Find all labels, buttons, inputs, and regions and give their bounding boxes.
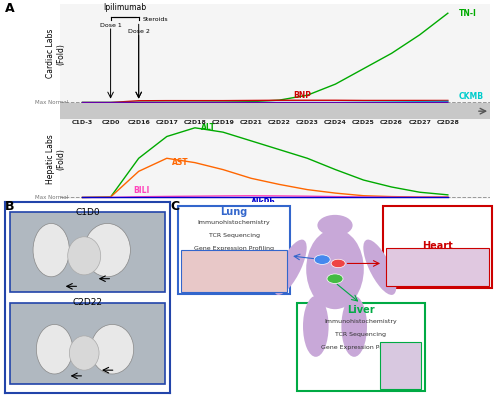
Circle shape: [327, 274, 343, 283]
Text: Immunohistochemistry: Immunohistochemistry: [198, 220, 270, 225]
FancyBboxPatch shape: [182, 250, 287, 292]
Text: Lung: Lung: [220, 207, 248, 217]
Text: Ipilimumab: Ipilimumab: [103, 3, 146, 12]
Y-axis label: Cardiac Labs
(Fold): Cardiac Labs (Fold): [46, 29, 66, 78]
Ellipse shape: [303, 296, 328, 357]
FancyBboxPatch shape: [178, 206, 290, 294]
Ellipse shape: [274, 240, 306, 295]
Text: TN-I: TN-I: [459, 9, 477, 18]
Text: Max Normal: Max Normal: [35, 195, 68, 200]
Text: B: B: [5, 200, 15, 214]
Text: CK: CK: [459, 102, 470, 112]
Text: Dose 1: Dose 1: [100, 23, 122, 28]
Ellipse shape: [342, 296, 367, 357]
Text: AlkPh: AlkPh: [251, 198, 276, 207]
FancyBboxPatch shape: [10, 303, 165, 384]
Ellipse shape: [84, 224, 130, 277]
Text: Immunohistochemistry: Immunohistochemistry: [324, 319, 397, 324]
Text: C1D0: C1D0: [75, 208, 100, 217]
Text: Heart: Heart: [422, 241, 453, 251]
Text: CKMB: CKMB: [459, 92, 484, 101]
Circle shape: [68, 237, 100, 275]
Text: TCR Sequencing: TCR Sequencing: [412, 265, 463, 270]
Text: TCR Sequencing: TCR Sequencing: [208, 233, 260, 238]
Ellipse shape: [36, 324, 72, 374]
Text: Max Normal: Max Normal: [35, 100, 68, 105]
FancyBboxPatch shape: [10, 212, 165, 292]
Ellipse shape: [306, 229, 364, 309]
Text: BILI: BILI: [133, 185, 150, 195]
Circle shape: [314, 255, 330, 264]
Circle shape: [331, 259, 345, 268]
Text: C: C: [170, 200, 179, 214]
Y-axis label: Hepatic Labs
(Fold): Hepatic Labs (Fold): [46, 134, 66, 184]
Circle shape: [318, 215, 352, 236]
Text: ALT: ALT: [200, 123, 216, 132]
Text: C2D22: C2D22: [72, 298, 102, 307]
Text: Dose 2: Dose 2: [128, 29, 150, 35]
FancyBboxPatch shape: [383, 206, 492, 288]
Text: Gene Expression Profiling: Gene Expression Profiling: [194, 246, 274, 251]
Text: A: A: [5, 2, 15, 15]
Text: Immunohistochemistry: Immunohistochemistry: [401, 252, 474, 257]
Text: Steroids: Steroids: [143, 17, 169, 21]
Text: TCR Sequencing: TCR Sequencing: [335, 332, 386, 337]
Text: BNP: BNP: [294, 91, 312, 100]
Text: Gene Expression Profiling: Gene Expression Profiling: [320, 345, 400, 351]
Ellipse shape: [91, 324, 134, 374]
FancyBboxPatch shape: [380, 341, 422, 389]
Ellipse shape: [33, 224, 70, 277]
Ellipse shape: [364, 240, 396, 295]
FancyBboxPatch shape: [386, 248, 488, 286]
Text: Gene Expression Profiling: Gene Expression Profiling: [398, 279, 477, 284]
Text: Liver: Liver: [347, 305, 374, 315]
FancyBboxPatch shape: [296, 303, 424, 391]
Text: AST: AST: [172, 158, 189, 167]
Circle shape: [70, 336, 99, 370]
